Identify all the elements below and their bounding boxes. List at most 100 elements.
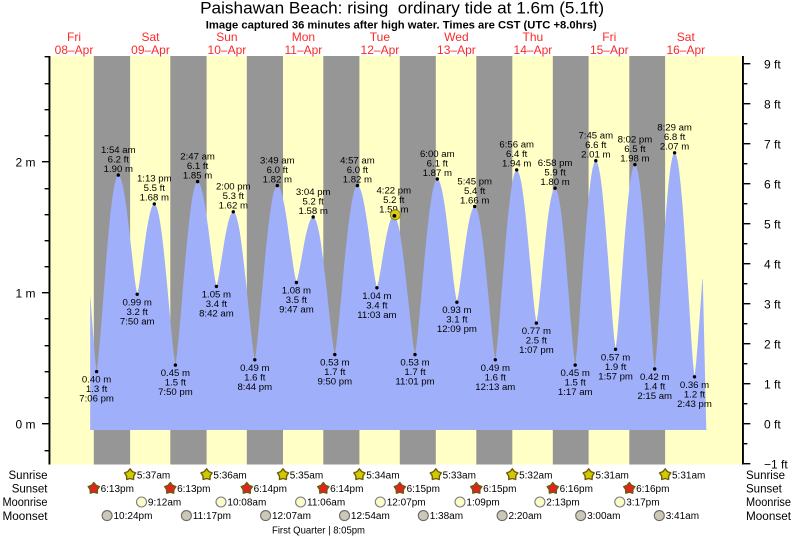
svg-text:1.58 m: 1.58 m — [299, 206, 328, 217]
svg-text:1.82 m: 1.82 m — [263, 174, 292, 185]
svg-text:12:13 am: 12:13 am — [475, 382, 515, 393]
svg-text:6:14pm: 6:14pm — [330, 484, 363, 495]
svg-text:12–Apr: 12–Apr — [361, 43, 400, 57]
svg-text:5:31am: 5:31am — [596, 470, 629, 481]
svg-text:11:06am: 11:06am — [307, 498, 345, 509]
svg-text:6.0 ft: 6.0 ft — [267, 165, 289, 176]
svg-text:6:13pm: 6:13pm — [101, 484, 134, 495]
svg-text:0.53 m: 0.53 m — [320, 358, 349, 369]
svg-text:1.82 m: 1.82 m — [343, 174, 372, 185]
svg-text:1:13 pm: 1:13 pm — [137, 174, 172, 185]
svg-text:2 m: 2 m — [15, 155, 35, 169]
svg-text:1.9 ft: 1.9 ft — [605, 362, 627, 373]
svg-text:Mon: Mon — [292, 30, 315, 44]
svg-text:1.3 ft: 1.3 ft — [86, 384, 108, 395]
svg-text:2:00 pm: 2:00 pm — [216, 182, 251, 193]
svg-text:0.45 m: 0.45 m — [561, 368, 590, 379]
svg-text:1:38am: 1:38am — [430, 511, 463, 522]
svg-text:5:45 pm: 5:45 pm — [457, 176, 492, 187]
svg-text:6:58 pm: 6:58 pm — [538, 158, 573, 169]
svg-text:6 ft: 6 ft — [764, 178, 781, 192]
svg-text:6.1 ft: 6.1 ft — [427, 158, 449, 169]
svg-text:2:15 am: 2:15 am — [637, 391, 672, 402]
svg-text:5:36am: 5:36am — [213, 470, 246, 481]
svg-text:5.5 ft: 5.5 ft — [144, 183, 166, 194]
svg-text:7:50 am: 7:50 am — [120, 316, 155, 327]
svg-text:5:37am: 5:37am — [137, 470, 170, 481]
svg-text:1.5 ft: 1.5 ft — [165, 378, 187, 389]
svg-text:1:09pm: 1:09pm — [466, 498, 499, 509]
svg-text:Thu: Thu — [523, 30, 544, 44]
svg-text:8:02 pm: 8:02 pm — [618, 134, 653, 145]
svg-text:First Quarter | 8:05pm: First Quarter | 8:05pm — [272, 525, 365, 537]
svg-text:0 m: 0 m — [15, 417, 35, 431]
svg-text:3:49 am: 3:49 am — [260, 155, 295, 166]
svg-text:09–Apr: 09–Apr — [131, 43, 170, 57]
svg-text:2 ft: 2 ft — [764, 338, 781, 352]
svg-text:5.2 ft: 5.2 ft — [383, 195, 405, 206]
svg-text:2:20am: 2:20am — [509, 511, 542, 522]
svg-text:2.07 m: 2.07 m — [660, 142, 689, 153]
svg-text:13–Apr: 13–Apr — [437, 43, 476, 57]
svg-text:Fri: Fri — [602, 30, 616, 44]
svg-text:2.5 ft: 2.5 ft — [526, 336, 548, 347]
svg-text:4 ft: 4 ft — [764, 258, 781, 272]
svg-text:Wed: Wed — [444, 30, 468, 44]
svg-text:Sunset: Sunset — [12, 484, 49, 496]
svg-text:9:50 pm: 9:50 pm — [317, 377, 352, 388]
svg-text:3:00am: 3:00am — [587, 511, 620, 522]
svg-text:12:54am: 12:54am — [351, 511, 390, 522]
svg-text:0.93 m: 0.93 m — [442, 305, 471, 316]
svg-text:6:16pm: 6:16pm — [636, 484, 669, 495]
svg-text:6.0 ft: 6.0 ft — [347, 165, 369, 176]
svg-text:1.6 ft: 1.6 ft — [244, 372, 266, 383]
svg-text:4:57 am: 4:57 am — [340, 155, 375, 166]
svg-text:1.05 m: 1.05 m — [202, 289, 231, 300]
svg-text:2:43 pm: 2:43 pm — [677, 399, 712, 410]
svg-text:1.4 ft: 1.4 ft — [644, 382, 666, 393]
svg-text:1.66 m: 1.66 m — [460, 195, 489, 206]
svg-text:Moonset: Moonset — [746, 511, 792, 523]
svg-text:0.99 m: 0.99 m — [123, 297, 152, 308]
svg-text:6.5 ft: 6.5 ft — [624, 144, 646, 155]
svg-text:1.04 m: 1.04 m — [362, 291, 391, 302]
svg-text:9 ft: 9 ft — [764, 58, 781, 72]
svg-text:1 ft: 1 ft — [764, 378, 781, 392]
svg-text:0.49 m: 0.49 m — [481, 363, 510, 374]
svg-text:5:32am: 5:32am — [519, 470, 552, 481]
svg-text:1.08 m: 1.08 m — [282, 286, 311, 297]
svg-text:3 ft: 3 ft — [764, 298, 781, 312]
svg-text:6.6 ft: 6.6 ft — [585, 140, 607, 151]
svg-text:5:34am: 5:34am — [366, 470, 399, 481]
svg-text:2:47 am: 2:47 am — [180, 151, 215, 162]
svg-text:3.5 ft: 3.5 ft — [286, 295, 308, 306]
svg-text:0.53 m: 0.53 m — [400, 358, 429, 369]
svg-text:1.6 ft: 1.6 ft — [485, 372, 507, 383]
svg-text:2.01 m: 2.01 m — [581, 150, 610, 161]
svg-text:Moonrise: Moonrise — [3, 497, 48, 509]
svg-text:7:50 pm: 7:50 pm — [158, 387, 193, 398]
svg-text:11:01 pm: 11:01 pm — [395, 377, 434, 388]
svg-text:1.7 ft: 1.7 ft — [324, 367, 346, 378]
svg-text:Sat: Sat — [141, 30, 160, 44]
svg-text:6:15pm: 6:15pm — [407, 484, 440, 495]
svg-text:1.85 m: 1.85 m — [183, 170, 212, 181]
svg-text:7:45 am: 7:45 am — [578, 131, 613, 142]
svg-text:5 ft: 5 ft — [764, 218, 781, 232]
svg-text:9:47 am: 9:47 am — [279, 305, 314, 316]
svg-text:6.1 ft: 6.1 ft — [187, 161, 209, 172]
svg-text:0.42 m: 0.42 m — [640, 372, 669, 383]
svg-text:11–Apr: 11–Apr — [284, 43, 322, 57]
svg-text:−1 ft: −1 ft — [764, 458, 788, 472]
svg-text:6:16pm: 6:16pm — [560, 484, 593, 495]
svg-text:0.45 m: 0.45 m — [161, 368, 190, 379]
svg-text:14–Apr: 14–Apr — [514, 43, 553, 57]
svg-text:6:56 am: 6:56 am — [499, 140, 534, 151]
svg-text:4:22 pm: 4:22 pm — [376, 186, 411, 197]
svg-text:8:44 pm: 8:44 pm — [237, 382, 272, 393]
svg-text:1.94 m: 1.94 m — [502, 159, 531, 170]
svg-text:0.40 m: 0.40 m — [82, 375, 111, 386]
svg-text:9:12am: 9:12am — [148, 498, 181, 509]
svg-text:3.4 ft: 3.4 ft — [206, 299, 228, 310]
svg-text:1:17 am: 1:17 am — [558, 387, 593, 398]
